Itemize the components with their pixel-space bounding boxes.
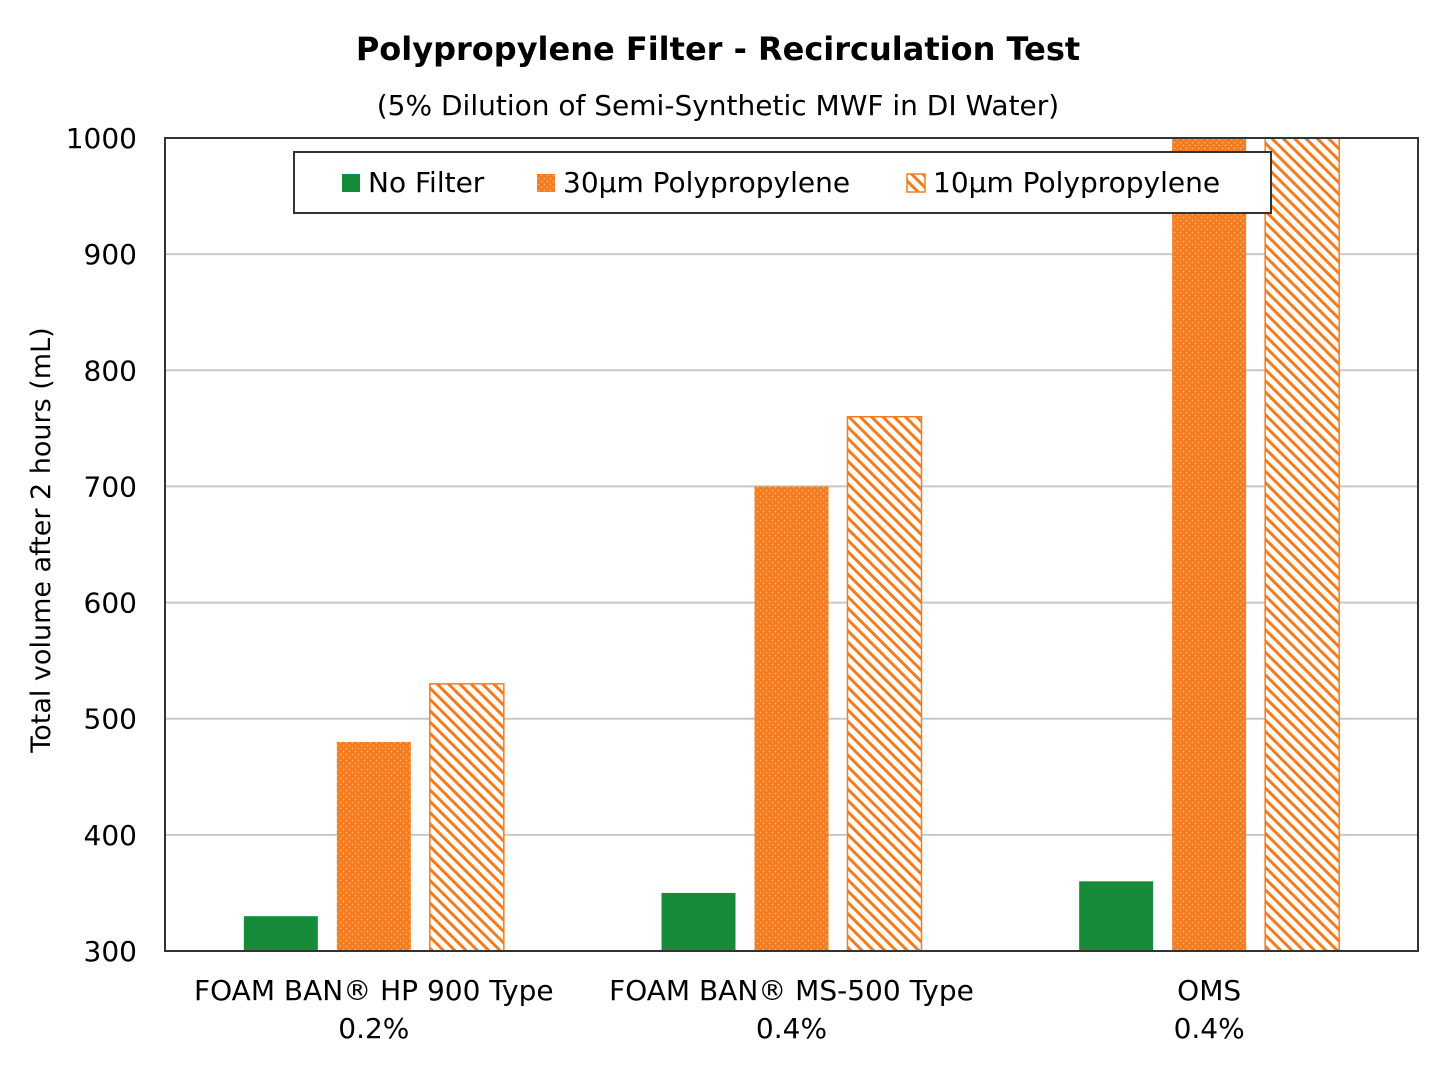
- y-tick-label: 800: [84, 354, 137, 387]
- legend-label: No Filter: [368, 166, 485, 199]
- x-axis-categories: FOAM BAN® HP 900 Type 0.2% FOAM BAN® MS-50…: [194, 974, 1245, 1045]
- legend: No Filter 30µm Polypropylene 10µm Polyprop…: [293, 151, 1272, 214]
- bar-no-filter-2: [661, 892, 736, 951]
- bar-no-filter-1: [243, 916, 318, 951]
- x-category-sublabel: 0.4%: [756, 1012, 827, 1045]
- bar-10um-polypropylene-1: [429, 683, 505, 951]
- bar-30um-polypropylene-2: [754, 486, 829, 951]
- bar-30um-polypropylene-3: [1172, 138, 1247, 951]
- y-tick-label: 1000: [66, 122, 137, 155]
- y-axis-ticks: 300 400 500 600 700 800 900 1000: [66, 122, 137, 968]
- bar-10um-polypropylene-2: [846, 415, 923, 951]
- y-tick-label: 700: [84, 470, 137, 503]
- y-tick-label: 300: [84, 935, 137, 968]
- y-tick-label: 500: [84, 703, 137, 736]
- legend-swatch: [537, 174, 555, 192]
- legend-label: 30µm Polypropylene: [563, 166, 850, 199]
- legend-swatch: [342, 174, 360, 192]
- x-category-sublabel: 0.2%: [338, 1012, 409, 1045]
- bars: [243, 138, 1340, 951]
- x-category-label: FOAM BAN® MS-500 Type: [609, 974, 974, 1007]
- bar-10um-polypropylene-3: [1264, 138, 1340, 951]
- legend-box: [293, 151, 1272, 214]
- y-tick-label: 400: [84, 819, 137, 852]
- y-tick-label: 900: [84, 238, 137, 271]
- chart-subtitle: (5% Dilution of Semi-Synthetic MWF in DI…: [377, 89, 1059, 122]
- x-category-sublabel: 0.4%: [1174, 1012, 1245, 1045]
- bar-no-filter-3: [1079, 881, 1154, 951]
- bar-30um-polypropylene-1: [336, 741, 411, 951]
- y-tick-label: 600: [84, 587, 137, 620]
- x-category-label: OMS: [1177, 974, 1241, 1007]
- legend-swatch: [906, 173, 926, 193]
- chart-title: Polypropylene Filter - Recirculation Tes…: [356, 30, 1080, 68]
- x-category-label: FOAM BAN® HP 900 Type: [194, 974, 554, 1007]
- plot-area-frame: [164, 137, 1419, 952]
- y-axis-label: Total volume after 2 hours (mL): [26, 327, 57, 753]
- legend-label: 10µm Polypropylene: [933, 166, 1220, 199]
